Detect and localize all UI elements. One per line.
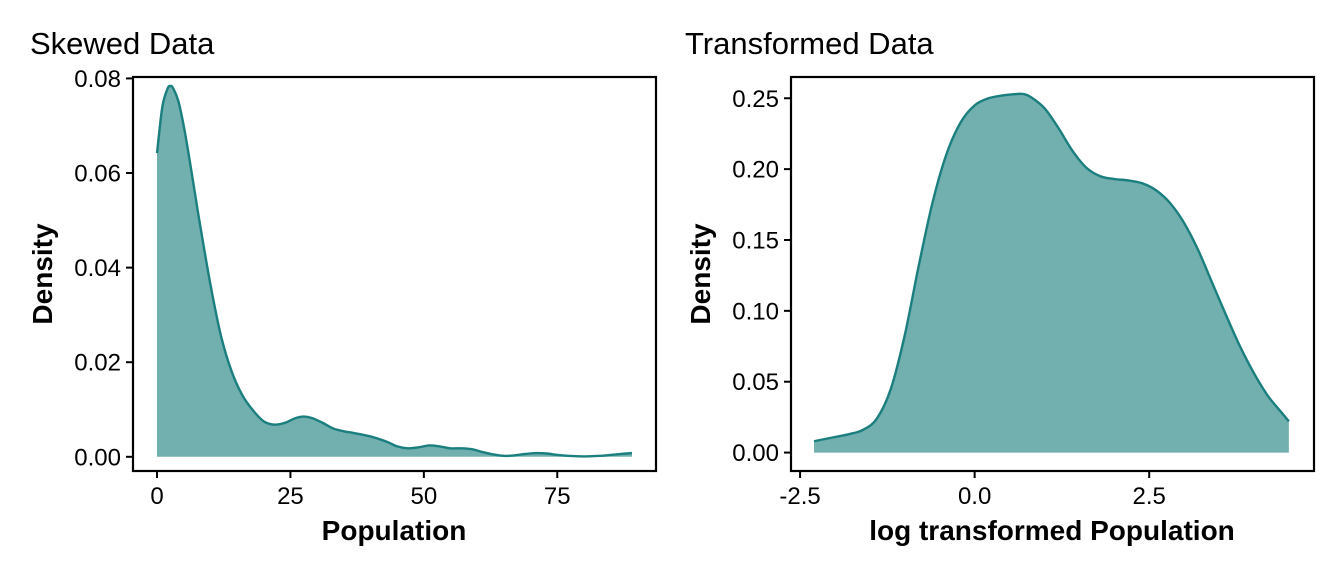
chart-title: Skewed Data: [30, 26, 215, 61]
y-tick-label: 0.10: [732, 298, 779, 325]
density-curve: [155, 84, 633, 458]
density-area: [814, 93, 1289, 453]
y-axis: 0.00 0.02 0.04 0.06 0.08: [74, 66, 133, 471]
x-axis: 0 25 50 75: [150, 471, 571, 510]
chart-skewed-data: Skewed Data 0 25 50 75 0.00 0.02 0.04 0.06 0.08…: [27, 26, 658, 546]
x-tick-label: 0.0: [958, 483, 991, 510]
plot-border: [131, 75, 658, 473]
y-tick-label: 0.15: [732, 227, 779, 254]
y-tick-label: 0.25: [732, 86, 779, 113]
x-axis-label: log transformed Population: [869, 515, 1235, 546]
y-tick-label: 0.04: [74, 255, 121, 282]
x-axis: -2.5 0.0 2.5: [779, 471, 1166, 510]
chart-transformed-data: Transformed Data -2.5 0.0 2.5 0.00 0.05 0.10…: [685, 26, 1316, 546]
y-axis-label: Density: [685, 223, 716, 325]
y-tick-label: 0.00: [732, 440, 779, 467]
y-tick-label: 0.08: [74, 66, 121, 93]
y-tick-label: 0.00: [74, 444, 121, 471]
y-axis: 0.00 0.05 0.10 0.15 0.20 0.25: [732, 86, 791, 467]
x-tick-label: 2.5: [1133, 483, 1166, 510]
x-tick-label: 0: [150, 483, 163, 510]
density-curve: [813, 92, 1290, 443]
x-tick-label: 25: [277, 483, 304, 510]
chart-title: Transformed Data: [685, 26, 934, 61]
y-axis-label: Density: [27, 223, 58, 325]
y-tick-label: 0.06: [74, 161, 121, 188]
y-tick-label: 0.02: [74, 350, 121, 377]
x-tick-label: -2.5: [779, 483, 820, 510]
x-tick-label: 50: [411, 483, 438, 510]
x-axis-label: Population: [322, 515, 467, 546]
y-tick-label: 0.05: [732, 369, 779, 396]
density-area: [157, 85, 632, 457]
plot-border: [789, 75, 1316, 473]
x-tick-label: 75: [544, 483, 571, 510]
y-tick-label: 0.20: [732, 157, 779, 184]
